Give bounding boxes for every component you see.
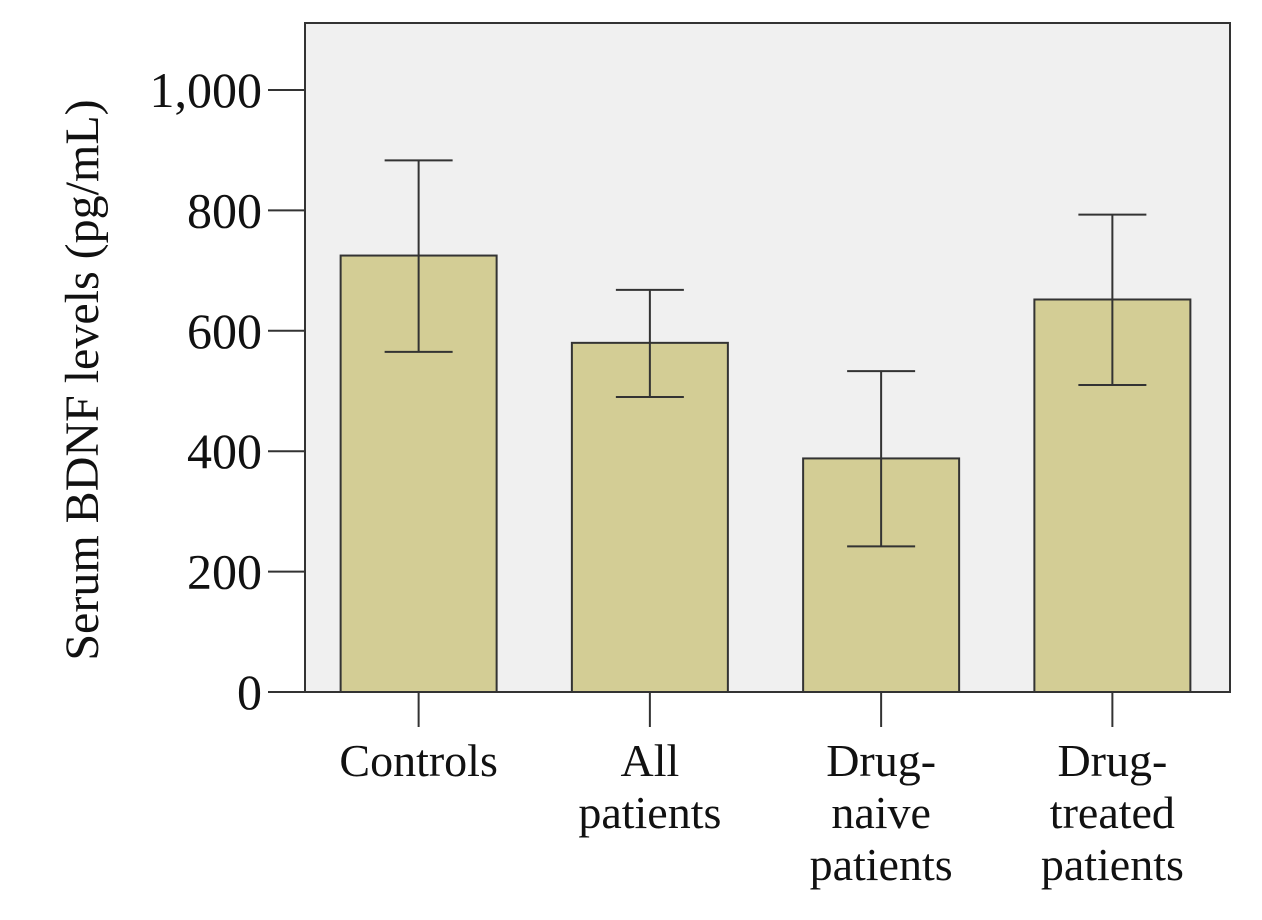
y-axis: 0 200 400 600 800 1,000: [150, 23, 306, 720]
y-axis-title: Serum BDNF levels (pg/mL): [56, 99, 109, 660]
y-tick-label: 200: [187, 544, 262, 600]
x-axis: Controls All patients Drug-naive patients Dru…: [268, 691, 1230, 890]
x-tick-label: Controls: [339, 735, 497, 786]
error-bars-group: [384, 159, 1147, 548]
x-tick-label: Drug-treated patients: [1041, 735, 1184, 890]
y-tick-label: 400: [187, 423, 262, 479]
x-tick-label: All patients: [578, 735, 721, 838]
x-tick-label: Drug-naive patients: [810, 735, 953, 890]
y-tick-label: 1,000: [150, 62, 263, 118]
y-tick-label: 600: [187, 303, 262, 359]
y-tick-label: 0: [237, 664, 262, 720]
y-tick-label: 800: [187, 182, 262, 238]
